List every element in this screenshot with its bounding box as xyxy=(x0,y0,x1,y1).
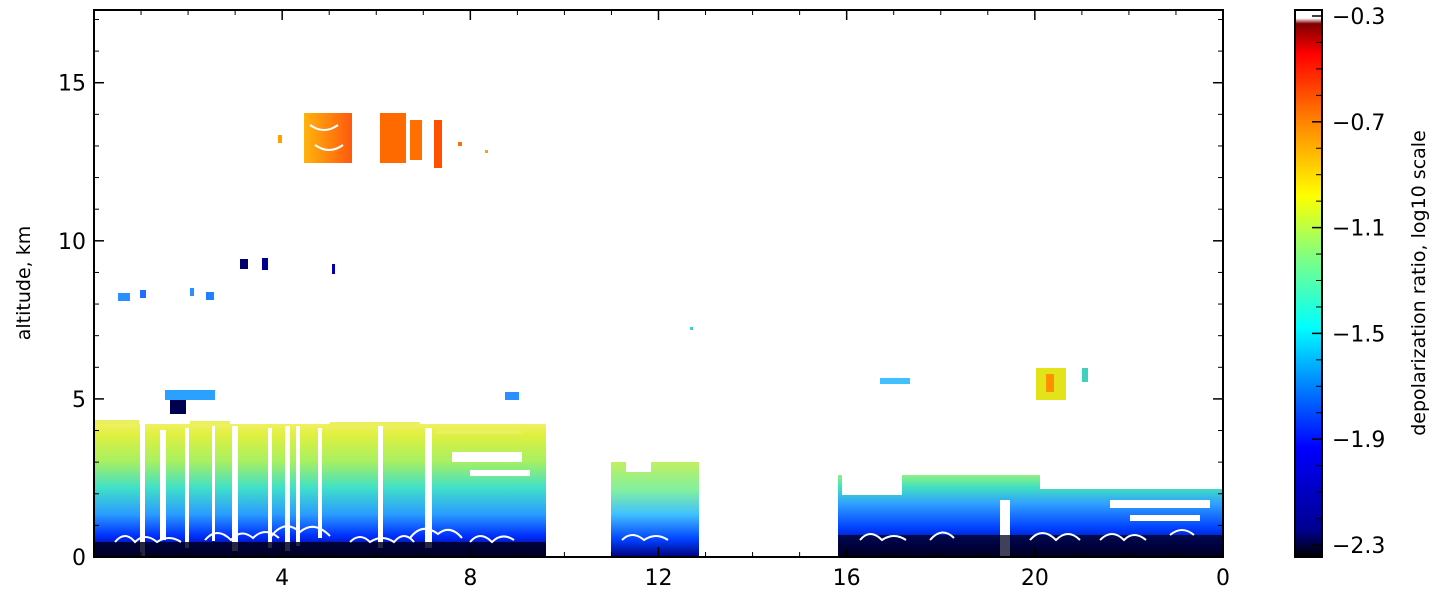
colorbar-tick-label: −2.3 xyxy=(1332,534,1385,559)
y-tick-label: 5 xyxy=(72,388,86,413)
y-tick-label: 0 xyxy=(72,546,86,571)
colorbar-tick-label: −1.1 xyxy=(1332,217,1385,242)
elevated-patches xyxy=(118,258,1088,414)
top-edge-noise xyxy=(94,420,522,434)
x-axis: 4 8 12 16 20 0 xyxy=(140,10,1230,591)
x-tick-label: 20 xyxy=(1021,566,1049,591)
colorbar-tick-label: −0.7 xyxy=(1332,111,1385,136)
colorbar-tick-label: −1.9 xyxy=(1332,428,1385,453)
surface-band-right xyxy=(838,535,1223,557)
colorbar-label: depolarization ratio, log10 scale xyxy=(1408,130,1430,436)
colorbar-ticks: −0.3 −0.7 −1.1 −1.5 −1.9 −2.3 xyxy=(1312,5,1385,559)
colorbar: −0.3 −0.7 −1.1 −1.5 −1.9 −2.3 depolarization … xyxy=(1294,5,1430,559)
cirrus-cloud xyxy=(278,113,488,168)
x-tick-label: 4 xyxy=(275,566,289,591)
y-tick-label: 10 xyxy=(58,230,86,255)
colorbar-gradient xyxy=(1294,9,1323,558)
x-tick-label: 12 xyxy=(645,566,673,591)
y-axis-title: altitude, km xyxy=(13,226,35,340)
low-cloud-middle xyxy=(611,462,699,557)
heatmap-field xyxy=(94,113,1223,557)
x-tick-label: 0 xyxy=(1216,566,1230,591)
colorbar-tick-label: −0.3 xyxy=(1332,5,1385,30)
colorbar-tick-label: −1.5 xyxy=(1332,322,1385,347)
surface-contours xyxy=(114,525,1195,544)
x-tick-label: 8 xyxy=(463,566,477,591)
x-tick-label: 16 xyxy=(833,566,861,591)
surface-band-left xyxy=(94,542,546,557)
gap-columns xyxy=(140,424,1223,557)
y-tick-label: 15 xyxy=(58,72,86,97)
y-axis: 0 5 10 15 xyxy=(58,18,1223,571)
